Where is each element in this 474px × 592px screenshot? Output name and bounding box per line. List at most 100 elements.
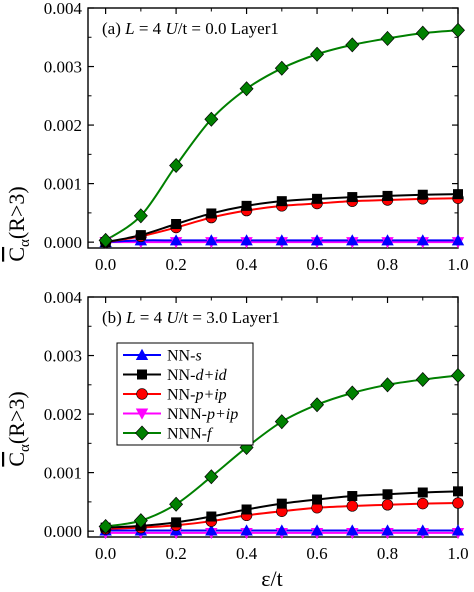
- panel-a-ytick-label: 0.001: [44, 175, 82, 194]
- legend-label-head-nn-s: NN-: [167, 348, 195, 365]
- panel-a-label-part: U: [165, 19, 179, 38]
- panel-a-point-nn-d-id: [206, 208, 217, 219]
- legend-marker-nn-d-id: [137, 369, 147, 380]
- legend-marker-nnn-f: [135, 425, 149, 441]
- panel-b-point-nn-d-id: [276, 498, 287, 509]
- panel-a-point-nn-d-id: [347, 192, 358, 203]
- panel-a-point-nnn-f: [451, 22, 465, 38]
- panel-b-label-part: L: [125, 308, 135, 327]
- panel-a-point-nn-s: [240, 234, 253, 246]
- panel-a-point-nn-s: [451, 234, 465, 246]
- panel-b-point-nn-s: [310, 524, 324, 536]
- panel-b-point-nn-p-ip: [346, 500, 358, 512]
- panel-a-label-part: /t = 0.0 Layer1: [178, 19, 279, 38]
- panel-a-point-nnn-f: [169, 157, 184, 173]
- panel-b-ytick-label: 0.002: [44, 405, 82, 424]
- panel-b-point-nnn-f: [310, 397, 325, 413]
- panel-b-point-nn-d-id: [312, 494, 323, 505]
- panel-b-label-part: = 4: [136, 308, 167, 327]
- y-axis-label-tail: (R>3): [4, 186, 29, 239]
- panel-a-label-part: (a): [102, 19, 125, 38]
- panel-b-xtick-label: 0.0: [95, 544, 116, 563]
- legend-marker-nn-s: [135, 348, 149, 360]
- panel-a-point-nn-s: [346, 234, 359, 246]
- panel-b-point-nn-s: [416, 524, 429, 536]
- panel-b-markers-group: [98, 367, 465, 540]
- legend-label-tail-nn-s: s: [195, 348, 201, 365]
- legend-marker-nnn-p-ip: [135, 408, 149, 420]
- panel-b-ytick-label: 0.003: [44, 347, 82, 366]
- panel-a-point-nn-d-id: [417, 189, 428, 200]
- panel-a-point-nnn-f: [345, 37, 360, 53]
- y-axis-label-sub: α: [17, 239, 33, 247]
- panel-a-point-nn-d-id: [241, 200, 252, 211]
- panel-b-point-nn-s: [346, 524, 359, 536]
- legend-marker-nn-p-ip: [136, 388, 148, 400]
- panel-b-ytick-label: 0.004: [44, 288, 83, 307]
- panel-b-frame: [87, 296, 459, 538]
- panel-a-markers-group: [98, 22, 465, 249]
- legend-label-nn-s: NN-s: [167, 348, 202, 365]
- panel-a-ytick-label: 0.002: [44, 116, 82, 135]
- panel-a-point-nnn-f: [133, 208, 148, 224]
- y-axis-label-bottom-sub: α: [17, 444, 33, 452]
- panel-a-xtick-label: 0.0: [95, 255, 116, 274]
- panel-b-point-nn-s: [381, 524, 394, 536]
- panel-b-point-nnn-f: [345, 385, 360, 401]
- panel-b-point-nn-d-id: [453, 486, 463, 497]
- panel-a-label-part: L: [124, 19, 134, 38]
- panel-a-xtick-label: 0.2: [165, 255, 186, 274]
- panel-b-point-nn-s: [275, 524, 289, 536]
- panel-a-point-nnn-f: [204, 111, 219, 127]
- panel-a-xtick-label: 1.0: [447, 255, 468, 274]
- panel-b-point-nn-p-ip: [417, 497, 429, 510]
- x-axis-label: ε/t: [261, 566, 282, 591]
- panel-a-point-nn-s: [310, 234, 324, 246]
- panel-a-point-nn-d-id: [312, 193, 323, 204]
- panel-b-point-nn-d-id: [171, 517, 182, 528]
- panel-b-point-nnn-f: [415, 372, 430, 388]
- panel-a-point-nn-d-id: [453, 189, 463, 200]
- legend-label-nn-p-ip: NN-p+ip: [167, 387, 227, 404]
- panel-b: 0.0 0.2 0.4 0.6 0.8 1.0 0.000 0.001 0.002 0.003 0.…: [44, 288, 469, 563]
- panel-a-point-nn-s: [416, 234, 429, 246]
- legend-label-head-nnn-p-ip: NNN-: [167, 406, 207, 423]
- panel-b-xtick-label: 1.0: [447, 544, 468, 563]
- panel-a-point-nn-d-id: [382, 190, 393, 201]
- panel-a-point-nn-s: [381, 234, 394, 246]
- panel-b-point-nn-p-ip: [452, 497, 464, 509]
- legend-label-tail-nnn-f: f: [207, 426, 214, 443]
- panel-b-point-nnn-f: [274, 414, 289, 430]
- panel-a-point-nnn-f: [239, 81, 254, 97]
- legend-label-head-nnn-f: NNN-: [167, 426, 207, 443]
- panel-a: 0.0 0.2 0.4 0.6 0.8 1.0 0.000 0.001 0.002 0.003 0.…: [44, 0, 469, 274]
- y-axis-label-main: C: [4, 247, 29, 262]
- panel-a-label: (a) L = 4 U/t = 0.0 Layer1: [102, 19, 279, 38]
- panel-a-label-part: = 4: [135, 19, 166, 38]
- legend-label-tail-nnn-p-ip: p+ip: [206, 406, 238, 423]
- panel-a-point-nnn-f: [310, 46, 325, 62]
- legend-label-tail-nn-p-ip: p+ip: [194, 387, 226, 404]
- panel-a-xtick-label: 0.6: [306, 255, 327, 274]
- legend-label-tail-nn-d-id: d+id: [195, 367, 227, 384]
- panel-a-ytick-label: 0.003: [44, 58, 82, 77]
- panel-b-xtick-label: 0.4: [236, 544, 258, 563]
- panel-b-point-nn-d-id: [347, 491, 358, 502]
- legend-label-nnn-p-ip: NNN-p+ip: [167, 406, 238, 423]
- panel-a-point-nnn-f: [380, 30, 395, 46]
- panel-b-point-nn-d-id: [382, 489, 393, 500]
- panel-a-ytick-label: 0.004: [44, 0, 83, 18]
- panel-b-xtick-label: 0.6: [306, 544, 327, 563]
- panel-b-point-nn-s: [451, 524, 465, 536]
- panel-a-point-nnn-f: [274, 60, 289, 76]
- panel-b-point-nnn-f: [169, 496, 184, 512]
- panel-a-xtick-label: 0.8: [377, 255, 398, 274]
- panel-b-point-nn-d-id: [417, 487, 428, 498]
- panel-b-ytick-label: 0.001: [44, 464, 82, 483]
- panel-b-point-nn-p-ip: [381, 499, 394, 511]
- y-axis-label-bottom-main: C: [4, 452, 29, 467]
- panel-b-point-nnn-f: [204, 469, 219, 485]
- panel-b-point-nnn-f: [98, 518, 113, 534]
- panel-a-ytick-label: 0.000: [44, 233, 82, 252]
